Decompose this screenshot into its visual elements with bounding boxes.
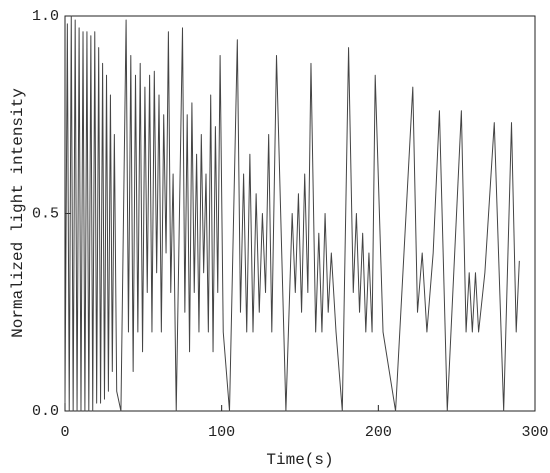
- x-axis-title: Time(s): [266, 451, 333, 469]
- x-tick-label: 200: [365, 424, 392, 441]
- x-tick-label: 300: [521, 424, 548, 441]
- y-axis-title: Normalized light intensity: [9, 88, 27, 338]
- y-tick-label: 1.0: [32, 8, 59, 25]
- y-tick-label: 0.0: [32, 403, 59, 420]
- x-tick-label: 0: [60, 424, 69, 441]
- x-tick-label: 100: [208, 424, 235, 441]
- y-tick-label: 0.5: [32, 205, 59, 222]
- data-line: [64, 15, 520, 412]
